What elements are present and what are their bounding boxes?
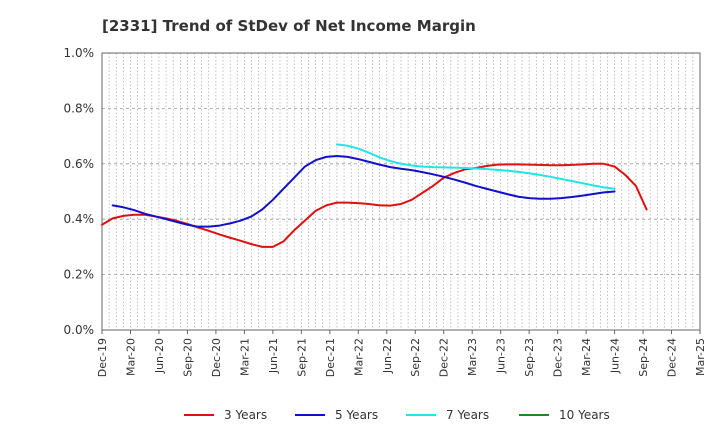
y-tick-label: 1.0%: [64, 46, 95, 60]
series-line-5-years: [111, 155, 616, 228]
y-tick-label: 0.2%: [64, 268, 95, 282]
x-tick-label: Jun-21: [267, 338, 280, 374]
legend-label: 10 Years: [559, 408, 610, 422]
y-tick-label: 0.4%: [64, 212, 95, 226]
series-line-7-years: [335, 143, 616, 190]
y-tick-label: 0.6%: [64, 157, 95, 171]
x-tick-label: Jun-23: [495, 338, 508, 374]
legend-label: 7 Years: [446, 408, 489, 422]
legend-label: 5 Years: [335, 408, 378, 422]
x-tick-label: Sep-20: [181, 338, 194, 377]
x-tick-label: Jun-24: [609, 338, 622, 374]
x-tick-label: Sep-21: [295, 338, 308, 377]
x-tick-label: Mar-23: [466, 338, 479, 376]
x-tick-label: Dec-20: [210, 338, 223, 377]
x-tick-label: Jun-22: [381, 338, 394, 374]
x-tick-label: Mar-22: [352, 338, 365, 376]
x-tick-label: Dec-22: [438, 338, 451, 377]
legend: 3 Years 5 Years 7 Years 10 Years: [184, 408, 610, 422]
legend-label: 3 Years: [224, 408, 267, 422]
x-tick-label: Sep-23: [523, 338, 536, 377]
x-tick-label: Mar-20: [124, 338, 137, 376]
x-tick-label: Sep-22: [409, 338, 422, 377]
y-tick-label: 0.8%: [64, 101, 95, 115]
chart-title: [2331] Trend of StDev of Net Income Marg…: [102, 17, 476, 35]
x-tick-label: Dec-24: [666, 338, 679, 377]
y-tick-label: 0.0%: [64, 323, 95, 337]
x-tick-label: Mar-25: [694, 338, 707, 376]
plot-frame: [101, 52, 701, 331]
x-tick-label: Sep-24: [637, 338, 650, 377]
plot-area: 0.0% 0.2% 0.4% 0.6% 0.8% 1.0% Dec-19 Mar-20 Jun-…: [64, 46, 708, 377]
x-tick-label: Mar-21: [238, 338, 251, 376]
x-tick-label: Jun-20: [153, 338, 166, 374]
x-tick-label: Mar-24: [580, 338, 593, 376]
x-tick-label: Dec-19: [96, 338, 109, 377]
x-tick-label: Dec-21: [324, 338, 337, 377]
x-tick-label: Dec-23: [552, 338, 565, 377]
